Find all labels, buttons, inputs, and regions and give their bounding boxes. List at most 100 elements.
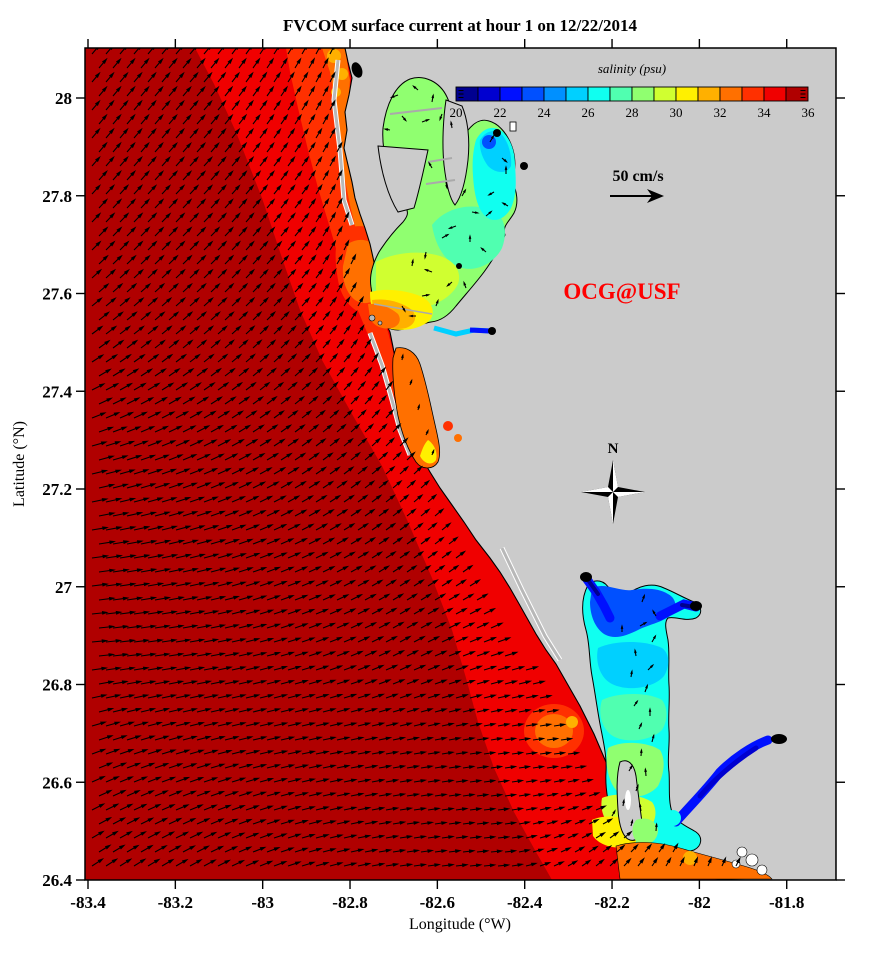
plot-border — [84, 47, 837, 881]
x-tick-label: -83.4 — [70, 893, 106, 912]
causeway-bridge — [425, 179, 456, 185]
colorbar-tick-label: 32 — [714, 105, 727, 120]
manatee-river-upper — [469, 327, 491, 334]
river-head-dot — [488, 327, 496, 335]
colorbar-cell — [741, 86, 765, 102]
sarasota-bay — [392, 347, 441, 469]
y-tick-label: 27 — [55, 578, 73, 597]
compass-star-facet — [581, 487, 613, 492]
marsh-patch — [736, 846, 748, 858]
x-tick-label: -82 — [688, 893, 711, 912]
colorbar-cell — [763, 86, 787, 102]
bay-dot — [520, 162, 528, 170]
mouth-islet — [377, 320, 383, 326]
colorbar-tick-label: 28 — [626, 105, 639, 120]
colorbar-tick-label: 34 — [758, 105, 772, 120]
river-mouth-cyan — [665, 810, 681, 826]
map-layers — [85, 48, 836, 880]
x-axis-title: Longitude (°W) — [409, 916, 511, 933]
y-tick-label: 27.4 — [42, 382, 72, 401]
colorbar-cell — [653, 86, 677, 102]
sanibel-green-patch — [632, 818, 658, 845]
x-tick-label: -83 — [251, 893, 274, 912]
watermark: OCG@USF — [563, 279, 680, 305]
current-arrow-shafts — [91, 48, 741, 867]
y-tick-label: 26.4 — [42, 871, 72, 890]
peace-head-dot — [690, 601, 702, 611]
y-tick-label: 27.2 — [42, 480, 72, 499]
y-tick-label: 28 — [55, 89, 72, 108]
myakka-head-dot — [580, 572, 592, 582]
interbay-peninsula — [442, 99, 470, 206]
bay-dot — [456, 263, 462, 269]
x-tick-label: -82.8 — [332, 893, 367, 912]
colorbar-cell — [477, 86, 501, 102]
compass-star-facet — [608, 492, 613, 524]
current-vector-layer — [91, 48, 741, 868]
landmark-structure — [509, 121, 517, 132]
colorbar: 20 22 24 26 28 30 32 34 36 — [450, 86, 816, 120]
charlotte-harbor-aqua — [600, 694, 667, 741]
pine-island-lagoon — [625, 790, 631, 810]
compass-rose: N — [581, 441, 645, 524]
marsh-patch — [756, 864, 768, 876]
x-tick-label: -83.2 — [158, 893, 193, 912]
colorbar-cell — [543, 86, 567, 102]
x-tick-label: -82.2 — [594, 893, 629, 912]
pass-orange-patch — [443, 421, 453, 431]
colorbar-title: salinity (psu) — [598, 61, 666, 76]
y-tick-label: 27.8 — [42, 187, 72, 206]
scale-vector-arrowhead — [647, 189, 664, 203]
colorbar-tick-label: 30 — [670, 105, 683, 120]
caloosahatchee-head-dot — [771, 734, 787, 744]
caloosahatchee-core — [697, 745, 759, 799]
colorbar-cell — [697, 86, 721, 102]
venice-plume-amber — [566, 716, 578, 728]
colorbar-tick-label: 24 — [538, 105, 552, 120]
tampa-bay-mouth-orange — [368, 303, 400, 329]
mouth-islet — [368, 314, 376, 322]
charlotte-harbor-lightblue — [597, 642, 669, 689]
compass-star-facet — [613, 492, 645, 497]
axis-ticks: -83.4 -83.2 -83 -82.8 -82.6 -82.4 -82.2 -82 -81.… — [42, 39, 845, 912]
tampa-bay-mid-aqua — [432, 206, 505, 269]
causeway-bridge — [427, 157, 453, 163]
myakka-river-core — [586, 578, 600, 596]
plot-title: FVCOM surface current at hour 1 on 12/22… — [283, 16, 637, 35]
colorbar-tick-label: 20 — [450, 105, 463, 120]
sarasota-bay-yellow-tip — [420, 440, 437, 464]
compass-star-facet — [613, 460, 618, 492]
colorbar-tick-label: 26 — [582, 105, 596, 120]
causeway-bridge — [389, 107, 443, 115]
bay-dot — [493, 129, 501, 137]
hillsborough-blue-spot — [482, 135, 496, 149]
colorbar-cell — [675, 86, 699, 102]
y-tick-label: 26.8 — [42, 676, 72, 695]
barrier-island-north — [332, 59, 354, 226]
colorbar-cell — [521, 86, 545, 102]
x-tick-label: -81.8 — [769, 893, 804, 912]
y-axis-title: Latitude (°N) — [11, 421, 28, 507]
anclote-key-dot — [351, 62, 363, 78]
compass-north-label: N — [608, 441, 619, 457]
colorbar-cell — [565, 86, 589, 102]
pass-orange-patch — [454, 434, 462, 442]
charlotte-harbor-blue — [590, 586, 676, 637]
colorbar-cell — [499, 86, 523, 102]
y-tick-label: 27.6 — [42, 285, 72, 304]
pinellas-wedge — [377, 145, 429, 213]
colorbar-tick-label: 36 — [802, 105, 816, 120]
colorbar-cell — [719, 86, 743, 102]
y-tick-label: 26.6 — [42, 773, 72, 792]
x-tick-label: -82.4 — [507, 893, 543, 912]
colorbar-cell — [587, 86, 611, 102]
san-carlos-amber — [683, 851, 697, 865]
colorbar-cell — [609, 86, 633, 102]
colorbar-tick-label: 22 — [494, 105, 507, 120]
marsh-patch — [745, 853, 759, 867]
scale-vector-label: 50 cm/s — [612, 168, 663, 185]
barrier-island-venice — [500, 547, 562, 661]
x-tick-label: -82.6 — [420, 893, 455, 912]
